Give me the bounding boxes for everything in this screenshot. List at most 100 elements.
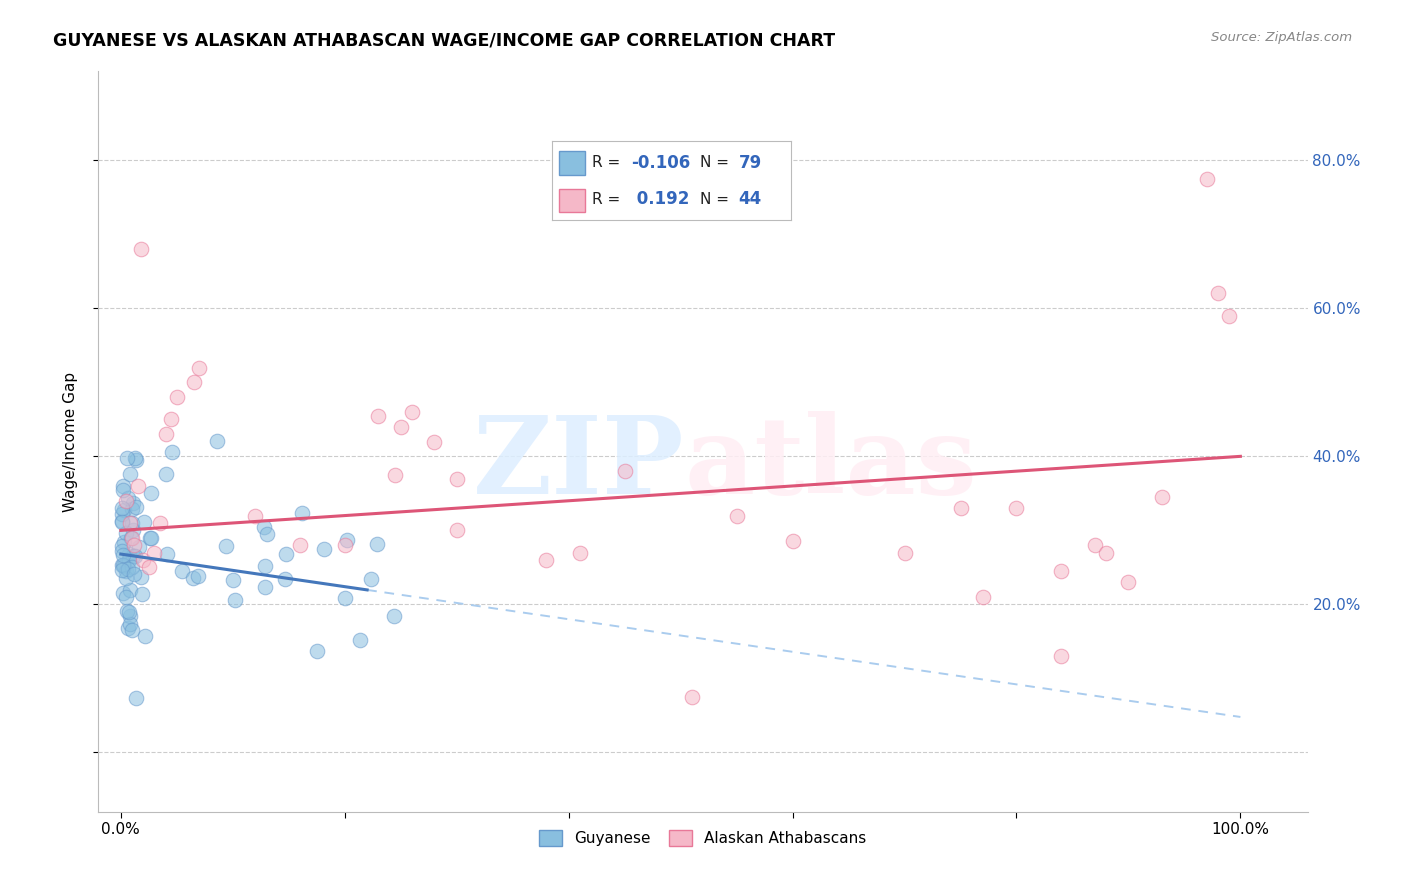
Point (115, 451, 138, 466)
Point (1195, 171, 1218, 186)
Point (349, 633, 371, 648)
Point (118, 552, 141, 566)
Point (111, 483, 134, 498)
Point (305, 644, 328, 658)
Point (120, 609, 142, 624)
Text: atlas: atlas (685, 410, 977, 516)
Point (127, 479, 149, 493)
Point (115, 571, 138, 585)
Text: R =: R = (592, 155, 620, 170)
Text: N =: N = (700, 192, 730, 207)
Point (188, 360, 211, 375)
Point (120, 582, 142, 597)
Point (125, 691, 148, 706)
Point (124, 549, 146, 563)
Point (949, 501, 972, 516)
Point (389, 419, 412, 434)
Point (243, 508, 266, 523)
Point (120, 531, 142, 545)
Point (117, 562, 139, 576)
Point (128, 541, 150, 555)
Point (568, 545, 591, 560)
Point (115, 493, 138, 508)
Text: 44: 44 (738, 190, 762, 208)
Point (120, 616, 142, 631)
Point (333, 591, 356, 605)
Point (134, 628, 156, 642)
Point (384, 467, 406, 482)
Text: R =: R = (592, 192, 620, 207)
Point (129, 242, 152, 256)
Point (972, 590, 994, 604)
Legend: Guyanese, Alaskan Athabascans: Guyanese, Alaskan Athabascans (533, 824, 873, 852)
Point (252, 520, 274, 534)
Point (366, 536, 388, 550)
Point (112, 558, 135, 573)
Point (613, 464, 636, 478)
Point (121, 502, 143, 516)
Point (1118, 575, 1140, 590)
Point (115, 526, 138, 541)
Point (131, 586, 153, 600)
Point (725, 508, 748, 523)
Point (122, 566, 145, 581)
Point (118, 547, 141, 561)
Point (111, 515, 134, 529)
Point (1150, 490, 1173, 504)
Text: 79: 79 (738, 153, 762, 171)
Point (121, 516, 143, 531)
Point (224, 593, 246, 607)
Point (336, 533, 359, 548)
Point (155, 467, 177, 482)
Point (205, 434, 228, 448)
Point (254, 558, 277, 573)
Point (139, 531, 162, 545)
Point (782, 534, 804, 549)
Y-axis label: Wage/Income Gap: Wage/Income Gap (63, 371, 77, 512)
Point (111, 508, 134, 522)
Point (121, 531, 143, 545)
Point (111, 478, 134, 492)
Point (333, 538, 356, 552)
Point (121, 560, 143, 574)
Point (222, 573, 245, 587)
Point (111, 544, 134, 558)
Point (162, 444, 184, 458)
Point (172, 564, 194, 578)
Point (118, 606, 141, 620)
Text: Source: ZipAtlas.com: Source: ZipAtlas.com (1212, 31, 1353, 45)
Point (111, 539, 134, 553)
Point (288, 538, 311, 552)
Point (274, 572, 297, 586)
Point (118, 467, 141, 481)
Point (1005, 501, 1028, 516)
Point (274, 547, 297, 561)
FancyBboxPatch shape (558, 189, 585, 212)
Point (115, 590, 138, 604)
Text: 0.192: 0.192 (631, 190, 689, 208)
Point (367, 409, 389, 423)
Point (1084, 538, 1107, 552)
Point (166, 390, 188, 404)
Point (1050, 649, 1073, 664)
Point (111, 515, 134, 529)
Point (143, 545, 166, 560)
FancyBboxPatch shape (558, 151, 585, 175)
Point (121, 624, 143, 638)
Point (536, 553, 558, 567)
Point (446, 524, 468, 538)
Point (122, 538, 145, 552)
Point (118, 516, 141, 530)
Point (134, 515, 156, 529)
Point (149, 516, 172, 530)
Point (122, 524, 145, 538)
Point (215, 539, 238, 553)
Point (115, 604, 138, 618)
Point (1218, 309, 1240, 323)
Point (155, 427, 177, 442)
Point (160, 412, 183, 426)
Point (112, 548, 135, 562)
Point (139, 485, 162, 500)
Point (156, 547, 179, 561)
Point (181, 571, 204, 585)
